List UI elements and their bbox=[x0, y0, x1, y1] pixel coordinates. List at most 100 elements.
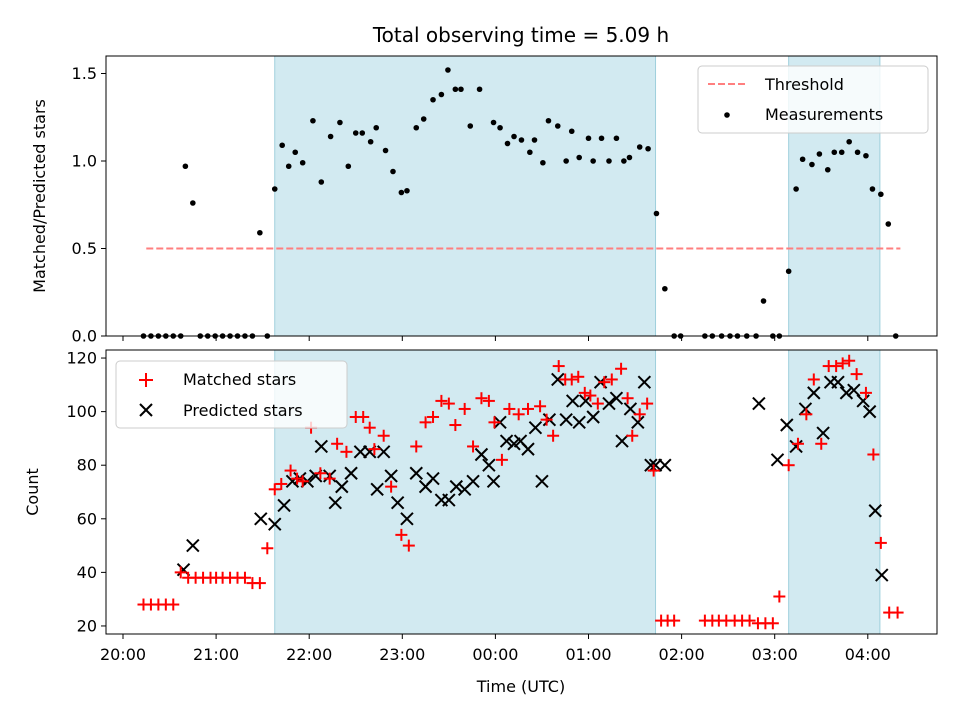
legend-threshold-label: Threshold bbox=[764, 75, 844, 94]
measurement-point bbox=[831, 149, 838, 156]
matched-star-point bbox=[427, 410, 440, 423]
matched-star-point bbox=[503, 402, 516, 415]
matched-star-point bbox=[584, 389, 597, 402]
predicted-star-point bbox=[780, 418, 794, 432]
top-axes-frame bbox=[105, 55, 938, 337]
measurement-point bbox=[367, 138, 374, 145]
bottom-y-ticks: 20 40 60 80 100 120 bbox=[66, 349, 106, 635]
matched-star-point bbox=[296, 475, 309, 488]
measurement-point bbox=[626, 154, 633, 161]
predicted-star-point bbox=[466, 474, 480, 488]
predicted-star-point bbox=[186, 538, 200, 553]
observing-window-0 bbox=[274, 56, 656, 336]
predicted-star-point bbox=[623, 402, 638, 416]
matched-star-point bbox=[605, 373, 618, 386]
chart-title: Total observing time = 5.09 h bbox=[372, 23, 669, 47]
matched-star-point bbox=[395, 528, 408, 541]
measurement-point bbox=[420, 116, 427, 122]
matched-star-point bbox=[615, 362, 628, 375]
x-tick-label: 03:00 bbox=[752, 645, 798, 664]
matched-star-point bbox=[458, 402, 471, 415]
matched-star-point bbox=[167, 598, 180, 611]
matched-star-point bbox=[815, 437, 828, 450]
matched-star-point bbox=[340, 445, 353, 458]
legend-measurements-swatch bbox=[724, 112, 730, 118]
matched-star-point bbox=[314, 467, 327, 480]
measurement-point bbox=[645, 145, 651, 152]
y-tick-label: 60 bbox=[77, 509, 97, 528]
matched-star-point bbox=[419, 416, 432, 429]
matched-star-point bbox=[357, 410, 370, 423]
x-tick-label: 02:00 bbox=[659, 645, 705, 664]
matched-star-point bbox=[843, 354, 856, 367]
matched-star-point bbox=[521, 402, 534, 415]
matched-star-point bbox=[598, 376, 611, 389]
predicted-star-point bbox=[277, 498, 291, 513]
predicted-star-point bbox=[521, 442, 535, 456]
y-tick-label: 40 bbox=[77, 563, 97, 582]
predicted-star-point bbox=[831, 375, 845, 389]
measurement-point bbox=[279, 142, 286, 149]
measurement-point bbox=[373, 124, 380, 131]
predicted-star-point bbox=[409, 466, 423, 480]
measurement-point bbox=[438, 91, 445, 98]
measurement-point bbox=[653, 210, 660, 217]
measurement-point bbox=[285, 163, 292, 170]
predicted-star-point bbox=[254, 512, 268, 526]
measurement-point bbox=[352, 130, 359, 136]
measurement-point bbox=[398, 189, 405, 196]
legend-predicted-swatch bbox=[139, 403, 153, 417]
measurement-point bbox=[568, 128, 575, 135]
legend-matched-swatch bbox=[139, 373, 153, 387]
predicted-star-point bbox=[499, 434, 514, 448]
matched-star-point bbox=[291, 472, 304, 485]
legend-predicted-label: Predicted stars bbox=[183, 401, 303, 420]
matched-star-point bbox=[534, 400, 547, 413]
predicted-star-point bbox=[482, 458, 496, 472]
measurement-point bbox=[793, 186, 799, 192]
measurement-point bbox=[838, 149, 845, 156]
x-tick-label: 21:00 bbox=[193, 645, 239, 664]
predicted-star-point bbox=[816, 426, 830, 440]
predicted-star-point bbox=[314, 439, 329, 454]
predicted-star-point bbox=[572, 415, 586, 430]
x-tick-label: 22:00 bbox=[286, 645, 332, 664]
measurement-point bbox=[518, 137, 525, 143]
bottom-panel: 20 40 60 80 100 120 20:00 21:00 22:00 23:00 00:00… bbox=[23, 349, 938, 696]
predicted-star-point bbox=[384, 469, 398, 483]
matched-star-point bbox=[402, 539, 415, 552]
matched-star-point bbox=[647, 464, 660, 477]
predicted-star-point bbox=[370, 482, 384, 497]
matched-star-point bbox=[633, 408, 646, 421]
predicted-star-point bbox=[807, 386, 821, 400]
measurement-point bbox=[576, 154, 582, 161]
measurement-point bbox=[613, 135, 620, 142]
measurement-point bbox=[636, 144, 643, 150]
matched-star-point bbox=[850, 368, 863, 381]
predicted-star-point bbox=[376, 445, 391, 459]
matched-star-point bbox=[253, 577, 266, 590]
predicted-star-point bbox=[390, 496, 405, 510]
measurement-point bbox=[590, 158, 596, 164]
measurement-point bbox=[467, 123, 474, 129]
measurement-point bbox=[182, 163, 189, 170]
y-tick-label: 20 bbox=[77, 616, 97, 635]
y-tick-label: 1.0 bbox=[72, 152, 97, 171]
matched-star-point bbox=[377, 429, 390, 442]
measurement-point bbox=[863, 152, 869, 159]
bottom-legend-box bbox=[115, 360, 348, 429]
matched-star-point bbox=[275, 477, 288, 490]
top-legend: Threshold Measurements bbox=[697, 65, 929, 134]
x-tick-label: 23:00 bbox=[379, 645, 425, 664]
measurement-point bbox=[585, 135, 592, 142]
matched-star-point bbox=[368, 443, 381, 456]
predicted-star-point bbox=[752, 396, 766, 411]
measurement-point bbox=[527, 149, 533, 156]
predicted-star-point bbox=[875, 568, 889, 582]
matched-star-point bbox=[891, 606, 904, 619]
y-tick-label: 0.5 bbox=[72, 239, 97, 258]
predicted-star-point bbox=[449, 479, 464, 494]
measurement-point bbox=[540, 159, 546, 166]
matched-star-point bbox=[578, 386, 591, 399]
matched-star-point bbox=[830, 360, 843, 373]
